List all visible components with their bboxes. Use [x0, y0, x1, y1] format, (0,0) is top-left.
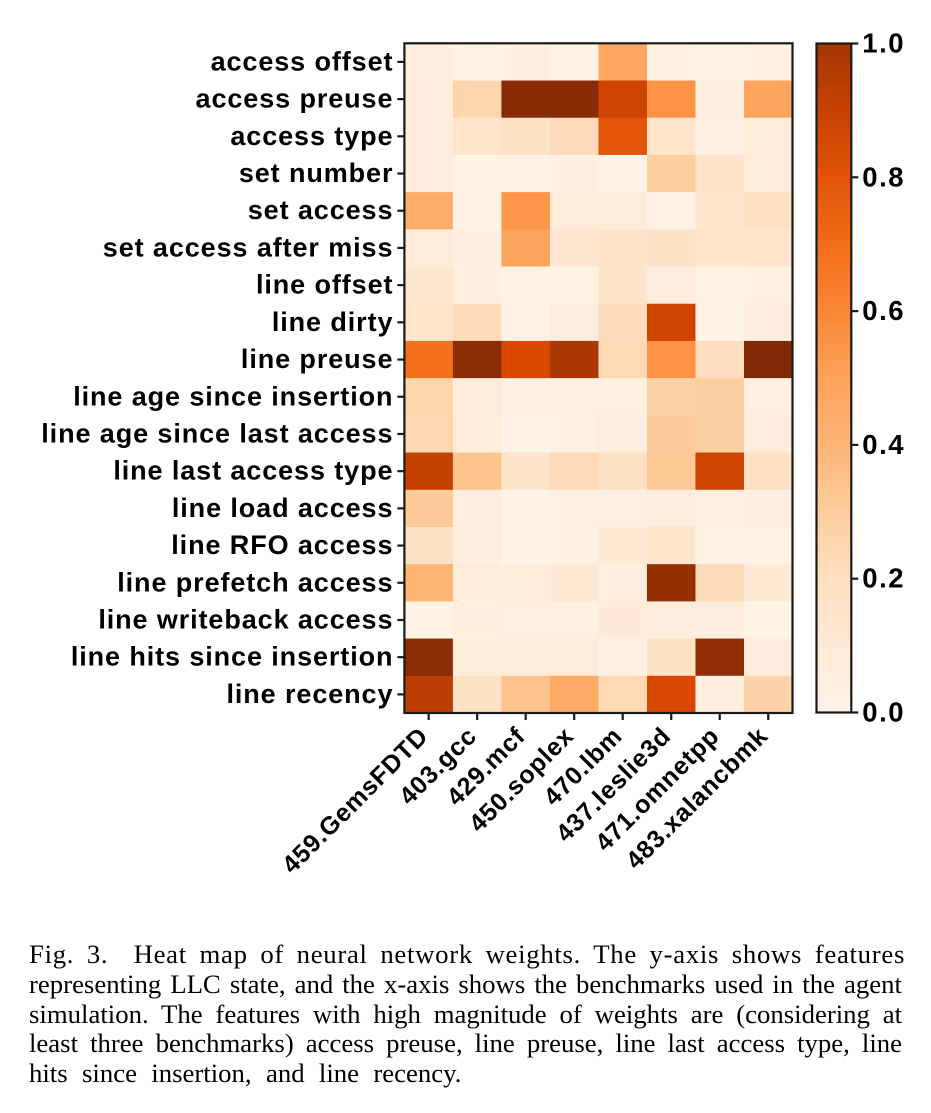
svg-text:line dirty: line dirty: [272, 307, 394, 337]
svg-text:access type: access type: [230, 121, 393, 151]
svg-text:line offset: line offset: [256, 270, 393, 300]
svg-text:line RFO access: line RFO access: [171, 530, 393, 560]
svg-text:0.6: 0.6: [862, 295, 905, 326]
svg-text:0.4: 0.4: [862, 429, 905, 460]
svg-text:line preuse: line preuse: [241, 344, 393, 374]
svg-text:1.0: 1.0: [862, 28, 905, 59]
svg-text:access offset: access offset: [211, 46, 394, 76]
svg-text:line load access: line load access: [172, 493, 394, 523]
svg-text:0.8: 0.8: [862, 161, 905, 192]
svg-text:line recency: line recency: [226, 679, 393, 709]
svg-text:line age since last access: line age since last access: [41, 418, 393, 448]
svg-text:line prefetch access: line prefetch access: [117, 567, 393, 597]
svg-text:set access after miss: set access after miss: [103, 232, 394, 262]
svg-text:0.0: 0.0: [862, 697, 905, 728]
svg-text:line last access type: line last access type: [113, 456, 393, 486]
svg-text:set access: set access: [248, 195, 394, 225]
svg-text:line age since insertion: line age since insertion: [73, 381, 393, 411]
svg-text:line hits since insertion: line hits since insertion: [71, 642, 394, 672]
svg-text:line writeback access: line writeback access: [98, 604, 393, 634]
svg-text:set number: set number: [239, 158, 394, 188]
svg-text:access preuse: access preuse: [196, 84, 394, 114]
svg-text:0.2: 0.2: [862, 563, 905, 594]
